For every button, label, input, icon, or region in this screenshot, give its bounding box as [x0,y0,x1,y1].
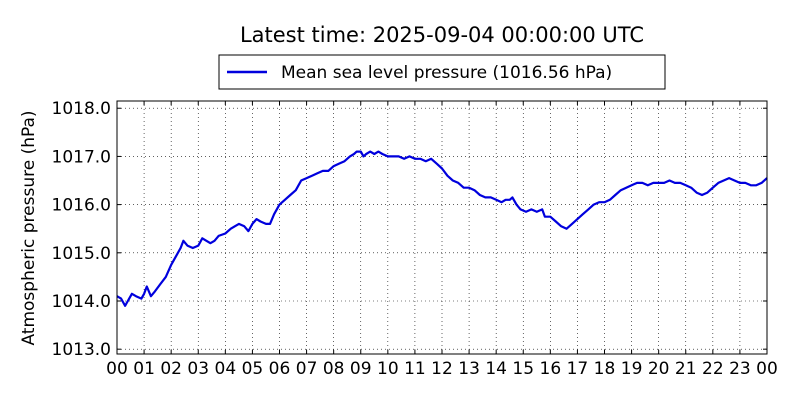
x-tick-label: 19 [621,359,643,379]
y-tick-label: 1016.0 [52,196,111,216]
chart-title: Latest time: 2025-09-04 00:00:00 UTC [240,23,644,47]
y-tick-label: 1017.0 [52,147,111,167]
x-tick-label: 00 [756,359,778,379]
y-tick-label: 1018.0 [52,99,111,119]
x-tick-label: 05 [242,359,264,379]
x-tick-label: 02 [160,359,182,379]
x-tick-label: 04 [215,359,237,379]
x-tick-label: 08 [323,359,345,379]
x-tick-label: 09 [350,359,372,379]
series-line-mslp [116,150,768,307]
x-tick-label: 03 [187,359,209,379]
series-layer [116,150,768,307]
x-tick-label: 16 [540,359,562,379]
x-tick-label: 14 [485,359,507,379]
grid [117,101,767,354]
x-tick-label: 23 [729,359,751,379]
x-tick-label: 12 [431,359,453,379]
x-tick-label: 15 [512,359,534,379]
x-tick-label: 10 [377,359,399,379]
y-tick-label: 1015.0 [52,244,111,264]
y-axis-label: Atmospheric pressure (hPa) [19,110,39,345]
legend-label: Mean sea level pressure (1016.56 hPa) [281,63,612,83]
x-tick-label: 20 [648,359,670,379]
x-tick-label: 07 [296,359,318,379]
x-tick-label: 22 [702,359,724,379]
y-tick-label: 1014.0 [52,292,111,312]
x-tick-label: 17 [567,359,589,379]
x-tick-label: 00 [106,359,128,379]
x-tick-label: 21 [675,359,697,379]
x-tick-label: 01 [133,359,155,379]
x-axis: 00 01 02 03 04 05 06 07 08 09 10 11 12 13 14 15 16 17 18 19… [106,101,778,379]
y-tick-label: 1013.0 [52,340,111,360]
x-tick-label: 06 [269,359,291,379]
x-tick-label: 18 [594,359,616,379]
x-tick-label: 13 [458,359,480,379]
x-tick-label: 11 [404,359,426,379]
y-axis: 1013.0 1014.0 1015.0 1016.0 1017.0 1018.0 [52,99,767,360]
legend-box [218,54,666,90]
legend: Mean sea level pressure (1016.56 hPa) [218,54,666,90]
